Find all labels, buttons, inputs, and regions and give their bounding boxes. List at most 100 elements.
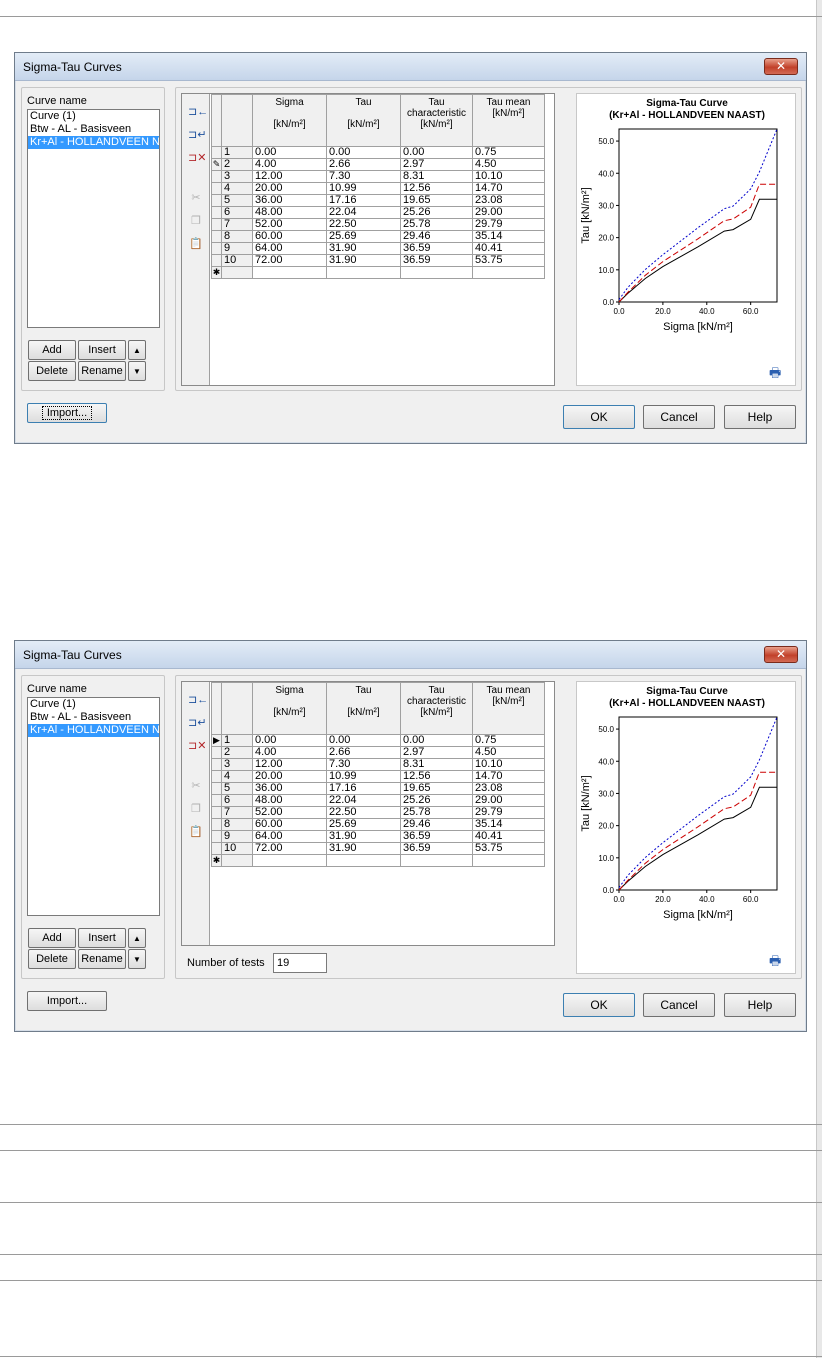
cell[interactable]: 22.50 — [326, 218, 401, 231]
cell[interactable]: 72.00 — [252, 842, 327, 855]
cell[interactable]: 2.97 — [400, 158, 473, 171]
cell[interactable]: 25.69 — [326, 818, 401, 831]
cell[interactable]: 53.75 — [472, 254, 545, 267]
curve-list-item-selected[interactable]: Kr+Al - HOLLANDVEEN NAAST — [28, 724, 159, 737]
cell[interactable]: 4.50 — [472, 158, 545, 171]
add-button[interactable]: Add — [28, 340, 76, 360]
ok-button[interactable]: OK — [563, 993, 635, 1017]
cell[interactable]: 2.66 — [326, 746, 401, 759]
close-icon[interactable]: ✕ — [764, 646, 798, 663]
cell[interactable]: 31.90 — [326, 254, 401, 267]
move-down-button[interactable]: ▼ — [128, 361, 146, 381]
cell[interactable]: 2.97 — [400, 746, 473, 759]
cell[interactable]: 0.00 — [400, 734, 473, 747]
cell[interactable]: 31.90 — [326, 242, 401, 255]
cell[interactable]: 29.79 — [472, 218, 545, 231]
cell[interactable]: 7.30 — [326, 758, 401, 771]
cell[interactable]: 4.50 — [472, 746, 545, 759]
cell[interactable] — [326, 854, 401, 867]
ok-button[interactable]: OK — [563, 405, 635, 429]
cell[interactable]: 10.99 — [326, 770, 401, 783]
copy-icon[interactable]: ❐ — [191, 215, 201, 227]
cell[interactable]: 22.50 — [326, 806, 401, 819]
cell[interactable]: 0.75 — [472, 146, 545, 159]
cell[interactable]: 36.59 — [400, 830, 473, 843]
help-button[interactable]: Help — [724, 993, 796, 1017]
delete-button[interactable]: Delete — [28, 949, 76, 969]
add-button[interactable]: Add — [28, 928, 76, 948]
import-button[interactable]: Import... — [27, 403, 107, 423]
cell[interactable]: 0.00 — [252, 146, 327, 159]
cell[interactable]: 29.46 — [400, 230, 473, 243]
cell[interactable]: 23.08 — [472, 782, 545, 795]
curve-list-item[interactable]: Btw - AL - Basisveen — [30, 123, 132, 135]
grid-table[interactable]: Sigma [kN/m²] Tau [kN/m²] Tau characterist… — [211, 682, 545, 867]
rename-button[interactable]: Rename — [78, 361, 126, 381]
grid-table[interactable]: Sigma [kN/m²] Tau [kN/m²] Tau characterist… — [211, 94, 545, 279]
curve-list-item[interactable]: Curve (1) — [30, 698, 76, 710]
cell[interactable]: 36.00 — [252, 194, 327, 207]
cell[interactable] — [400, 854, 473, 867]
cell[interactable]: 22.04 — [326, 794, 401, 807]
cell[interactable]: 35.14 — [472, 818, 545, 831]
curve-list[interactable]: Curve (1) Btw - AL - Basisveen Kr+Al - H… — [27, 697, 160, 916]
cell[interactable] — [326, 266, 401, 279]
curve-list-item-selected[interactable]: Kr+Al - HOLLANDVEEN NAAST — [28, 136, 159, 149]
insert-button[interactable]: Insert — [78, 340, 126, 360]
cell[interactable]: 12.56 — [400, 182, 473, 195]
add-row-icon[interactable]: ⊐↵ — [188, 717, 207, 729]
cell[interactable]: 36.59 — [400, 254, 473, 267]
cell[interactable]: 64.00 — [252, 242, 327, 255]
cell[interactable]: 8.31 — [400, 170, 473, 183]
add-row-icon[interactable]: ⊐↵ — [188, 129, 207, 141]
cell[interactable] — [252, 854, 327, 867]
delete-row-icon[interactable]: ⊐✕ — [188, 740, 207, 752]
printer-icon[interactable]: 🖶 — [769, 365, 782, 380]
import-button[interactable]: Import... — [27, 991, 107, 1011]
cell[interactable]: 23.08 — [472, 194, 545, 207]
delete-button[interactable]: Delete — [28, 361, 76, 381]
cell[interactable]: 64.00 — [252, 830, 327, 843]
cell[interactable]: 48.00 — [252, 206, 327, 219]
cell[interactable]: 0.00 — [326, 734, 401, 747]
cut-icon[interactable]: ✂ — [191, 192, 201, 204]
cell[interactable]: 4.00 — [252, 746, 327, 759]
move-up-button[interactable]: ▲ — [128, 928, 146, 948]
cell[interactable]: 10.10 — [472, 170, 545, 183]
cell[interactable]: 60.00 — [252, 818, 327, 831]
copy-icon[interactable]: ❐ — [191, 803, 201, 815]
cell[interactable]: 2.66 — [326, 158, 401, 171]
curve-list[interactable]: Curve (1) Btw - AL - Basisveen Kr+Al - H… — [27, 109, 160, 328]
cancel-button[interactable]: Cancel — [643, 405, 715, 429]
cell[interactable]: 72.00 — [252, 254, 327, 267]
cell[interactable]: 31.90 — [326, 842, 401, 855]
cell[interactable]: 20.00 — [252, 182, 327, 195]
cell[interactable]: 12.00 — [252, 170, 327, 183]
close-icon[interactable]: ✕ — [764, 58, 798, 75]
cell[interactable]: 25.26 — [400, 206, 473, 219]
move-down-button[interactable]: ▼ — [128, 949, 146, 969]
cell[interactable]: 10.10 — [472, 758, 545, 771]
move-up-button[interactable]: ▲ — [128, 340, 146, 360]
cell[interactable]: 7.30 — [326, 170, 401, 183]
cell[interactable] — [472, 854, 545, 867]
cell[interactable]: 20.00 — [252, 770, 327, 783]
insert-button[interactable]: Insert — [78, 928, 126, 948]
cell[interactable]: 25.69 — [326, 230, 401, 243]
cell[interactable]: 4.00 — [252, 158, 327, 171]
cell[interactable]: 40.41 — [472, 830, 545, 843]
paste-icon[interactable]: 📋 — [189, 826, 203, 838]
cell[interactable]: 40.41 — [472, 242, 545, 255]
cell[interactable]: 25.78 — [400, 218, 473, 231]
cell[interactable]: 17.16 — [326, 194, 401, 207]
cell[interactable]: 36.59 — [400, 842, 473, 855]
cell[interactable]: 8.31 — [400, 758, 473, 771]
cell[interactable]: 36.00 — [252, 782, 327, 795]
cell[interactable]: 14.70 — [472, 182, 545, 195]
curve-list-item[interactable]: Btw - AL - Basisveen — [30, 711, 132, 723]
cell[interactable]: 53.75 — [472, 842, 545, 855]
cell[interactable]: 0.75 — [472, 734, 545, 747]
help-button[interactable]: Help — [724, 405, 796, 429]
cell[interactable]: 29.46 — [400, 818, 473, 831]
cell[interactable]: 12.56 — [400, 770, 473, 783]
